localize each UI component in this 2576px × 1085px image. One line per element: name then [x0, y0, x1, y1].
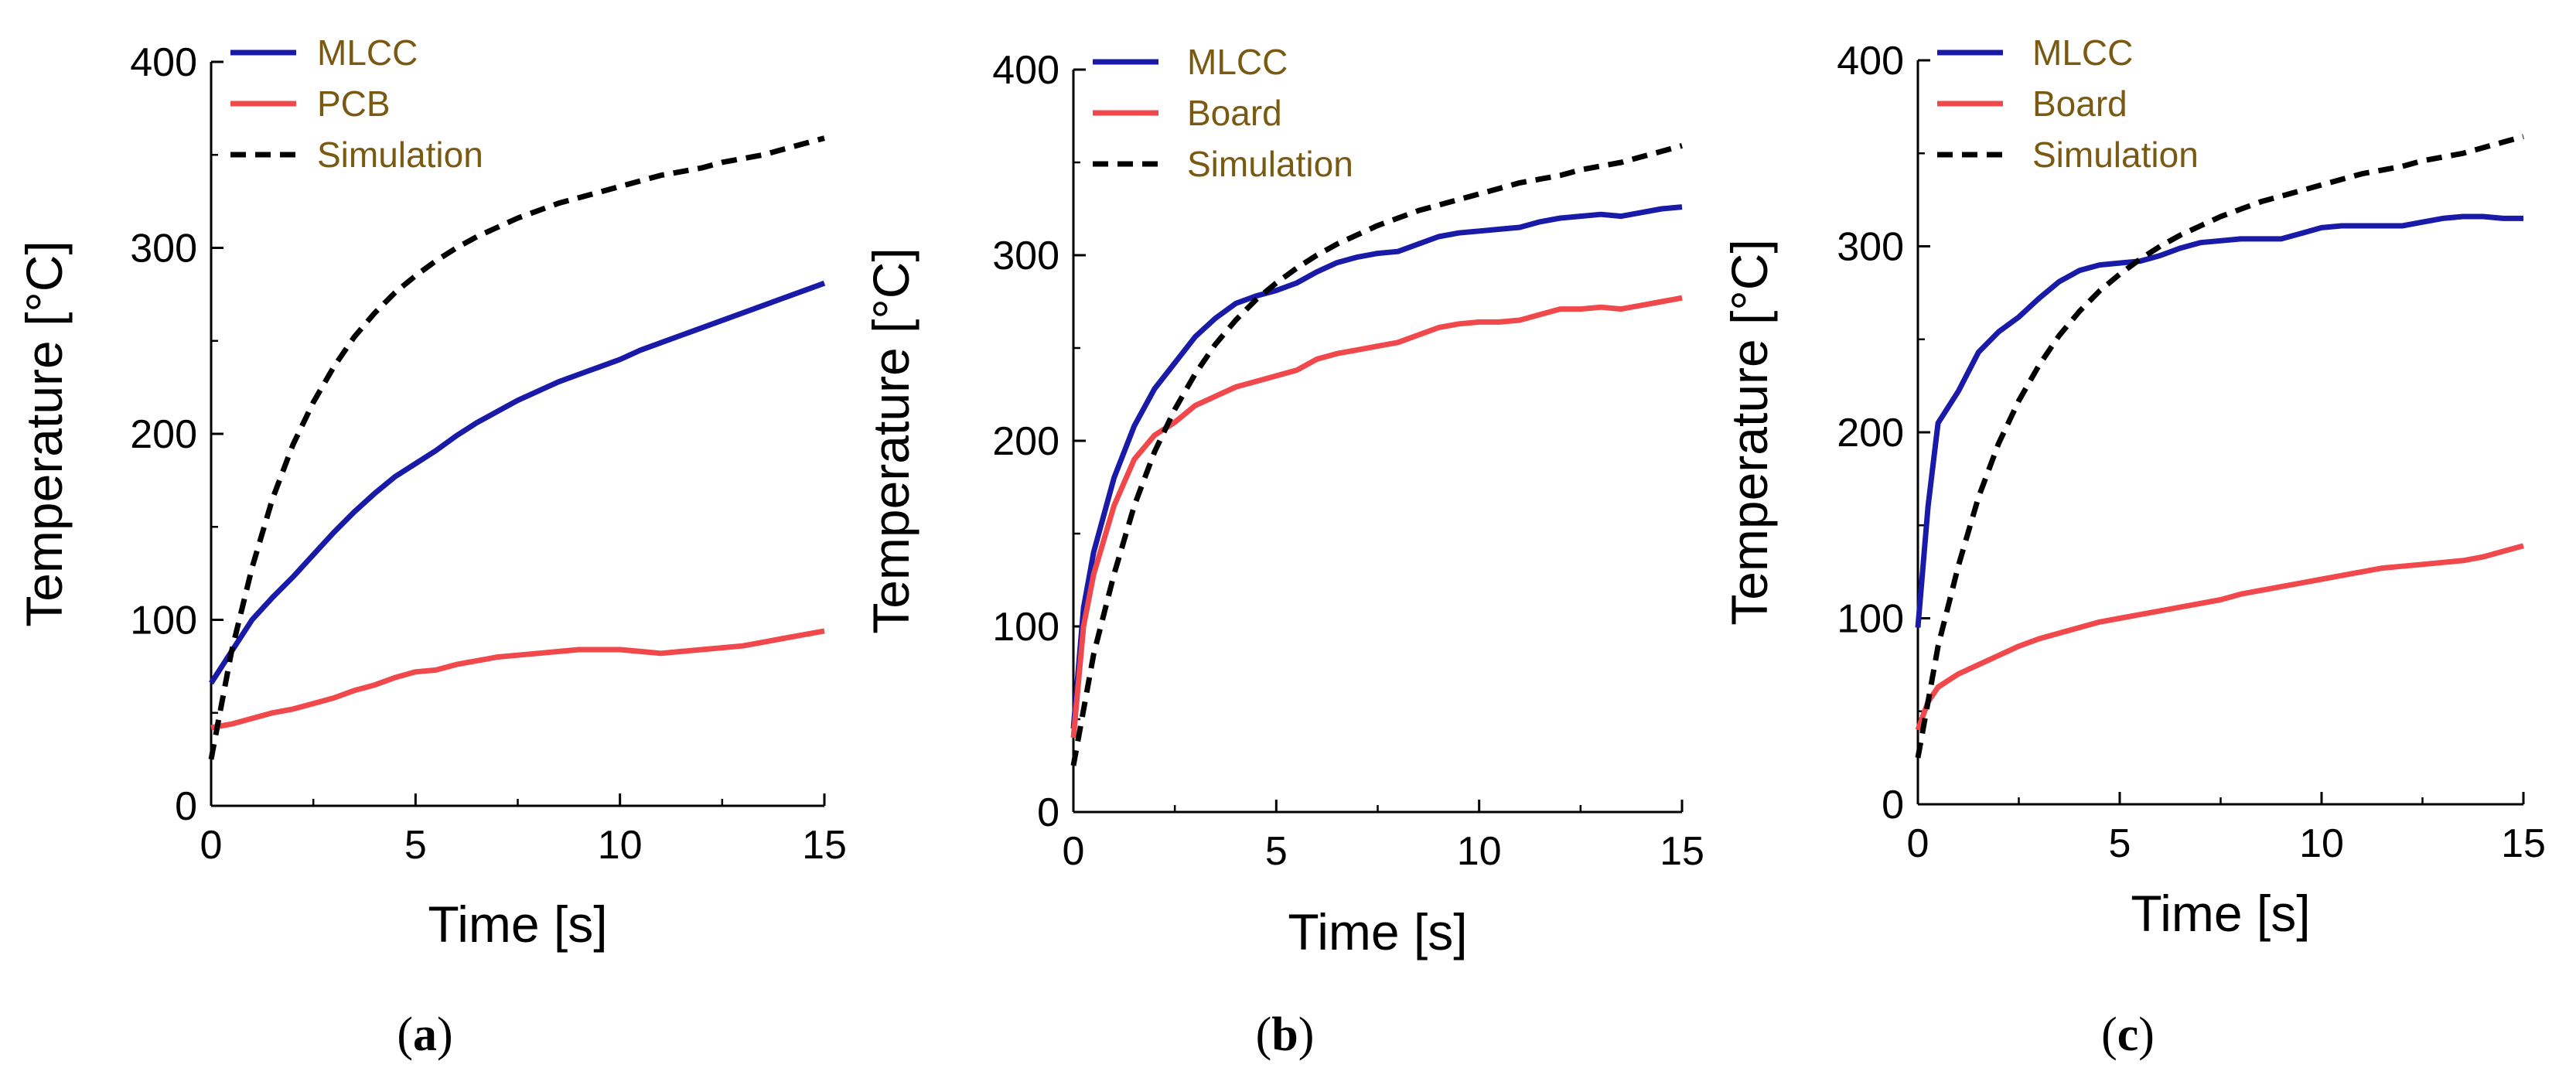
x-axis-title: Time [s] [1288, 903, 1467, 960]
y-tick-label: 200 [992, 419, 1059, 464]
y-axis-title: Temperature [°C] [1721, 239, 1778, 626]
x-tick-label: 5 [404, 823, 427, 868]
legend-label-mlcc: MLCC [1187, 42, 1288, 82]
series-line-pcb [210, 628, 825, 731]
chart-panel-c: 0 100 200 300 400 0 5 10 15 Time [s] Temperature [… [1721, 32, 2546, 1061]
y-tick-label: 300 [130, 227, 197, 271]
y-axis-title: Temperature [°C] [862, 247, 920, 634]
x-tick-label: 0 [200, 823, 223, 868]
panel-label: (a) [397, 1008, 452, 1061]
x-tick-label: 10 [1457, 829, 1502, 874]
y-tick-label: 400 [1837, 39, 1904, 84]
x-tick-label: 0 [1063, 829, 1085, 874]
series-line-mlcc [1915, 213, 2523, 628]
x-axis-title: Time [s] [428, 896, 607, 953]
x-axis-title: Time [s] [2131, 885, 2310, 942]
legend-label-simulation: Simulation [1187, 144, 1353, 184]
legend-label-board: Board [1187, 93, 1282, 133]
y-tick-label: 200 [130, 412, 197, 457]
y-tick-label: 200 [1837, 411, 1904, 455]
legend-label-simulation: Simulation [2032, 135, 2199, 175]
legend-label-mlcc: MLCC [317, 32, 418, 73]
legend-label-board: Board [2032, 84, 2127, 124]
chart-panel-b: 0 100 200 300 400 0 5 10 15 Time [s] Temperature [… [862, 42, 1704, 1061]
y-tick-label: 300 [1837, 225, 1904, 270]
series-line-board [1070, 295, 1683, 739]
y-tick-label: 300 [992, 234, 1059, 278]
x-tick-label: 5 [1265, 829, 1288, 874]
y-tick-label: 100 [1837, 597, 1904, 642]
chart-panel-a: 0 100 200 300 400 0 5 10 15 Time [s] Temperature [… [15, 32, 847, 1061]
x-tick-label: 5 [2109, 821, 2131, 866]
y-tick-label: 0 [1037, 790, 1059, 835]
x-tick-label: 10 [2299, 821, 2344, 866]
x-tick-label: 15 [2501, 821, 2546, 866]
y-tick-label: 0 [1882, 783, 1904, 827]
y-axis-title: Temperature [°C] [15, 241, 73, 627]
legend-label-pcb: PCB [317, 84, 391, 124]
series-line-mlcc [209, 280, 826, 685]
x-tick-label: 10 [598, 823, 643, 868]
panel-label: (c) [2101, 1008, 2155, 1061]
series-line-simulation [208, 135, 825, 760]
y-tick-label: 100 [130, 599, 197, 643]
y-tick-label: 400 [992, 48, 1059, 93]
series-line-board [1915, 543, 2524, 731]
y-tick-label: 400 [130, 40, 197, 85]
x-tick-label: 15 [802, 823, 847, 868]
y-tick-label: 0 [175, 784, 197, 829]
panel-label: (b) [1256, 1008, 1315, 1061]
legend-label-simulation: Simulation [317, 135, 483, 175]
x-tick-label: 0 [1907, 821, 1929, 866]
y-tick-label: 100 [992, 605, 1059, 650]
series-line-simulation [1070, 143, 1683, 766]
x-tick-label: 15 [1660, 829, 1704, 874]
series-line-mlcc [1070, 204, 1683, 729]
series-line-simulation [1915, 134, 2524, 759]
legend-label-mlcc: MLCC [2032, 32, 2133, 73]
